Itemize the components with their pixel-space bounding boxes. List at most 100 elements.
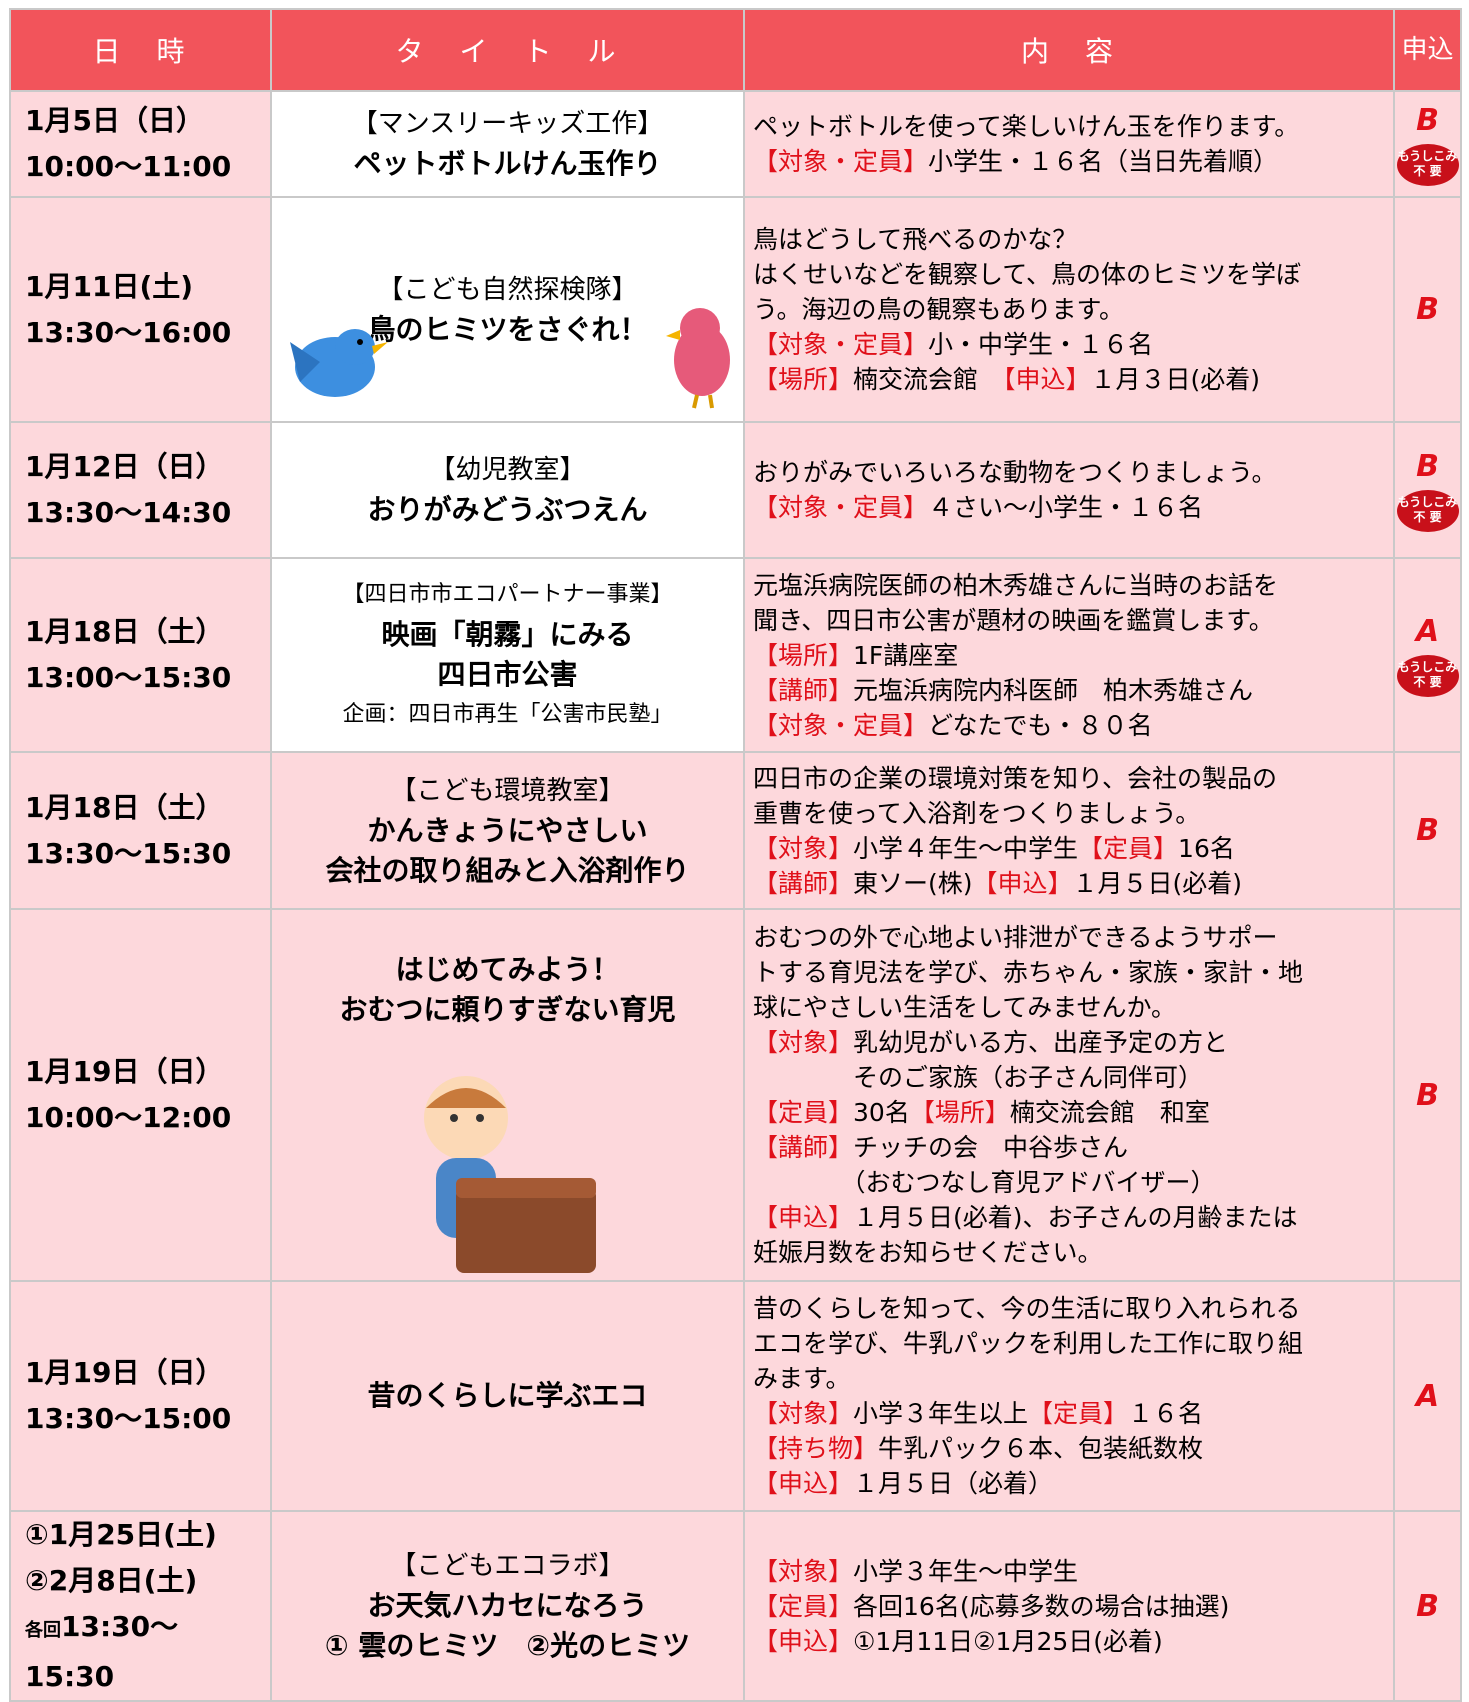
content-text: 小・中学生・１６名: [928, 330, 1154, 359]
content-line: 【対象】小学４年生〜中学生【定員】16名: [753, 831, 1385, 866]
header-cell: タ イ ト ル: [270, 8, 745, 92]
time-prefix: 各回: [25, 1620, 61, 1641]
title-label: 【四日市市エコパートナー事業】: [342, 582, 673, 607]
content-text: そのご家族（お子さん同伴可）: [753, 1063, 1204, 1092]
content-line: 【対象・定員】４さい〜小学生・１６名: [753, 490, 1385, 525]
title-line: おりがみどうぶつえん: [367, 493, 648, 526]
date-text: 10:00〜11:00: [25, 150, 232, 183]
content-text: １月５日(必着)、お子さんの月齢または: [853, 1203, 1298, 1232]
date-cell: 1月12日（日） 13:30〜14:30: [9, 421, 272, 559]
content-line: ペットボトルを使って楽しいけん玉を作ります。: [753, 109, 1385, 144]
content-text: 妊娠月数をお知らせください。: [753, 1238, 1103, 1267]
table-row: 1月18日（土） 13:00〜15:30 【四日市市エコパートナー事業】 映画「朝霧」…: [9, 557, 1462, 753]
content-label: 【定員】: [1028, 1399, 1129, 1428]
content-line: 鳥はどうして飛べるのかな？: [753, 222, 1385, 257]
title-line: ① 雲のヒミツ ②光のヒミツ: [324, 1629, 691, 1662]
header-cell: 申込: [1393, 8, 1462, 92]
content-line: 【申込】①1月11日②1月25日(必着): [753, 1624, 1385, 1659]
content-text: 1F講座室: [853, 640, 959, 670]
content-text: 16名: [1178, 833, 1235, 863]
content-line: おむつの外で心地よい排泄ができるようサポー: [753, 920, 1385, 955]
content-text: １６名: [1128, 1399, 1204, 1428]
header-row: 日 時 タ イ ト ル 内 容 申込: [9, 8, 1462, 92]
date-cell: 1月5日（日） 10:00〜11:00: [9, 90, 272, 198]
title-line: 映画「朝霧」にみる: [381, 618, 634, 651]
date-cell: 1月18日（土） 13:30〜15:30: [9, 751, 272, 910]
content-line: （おむつなし育児アドバイザー）: [753, 1165, 1385, 1200]
date-text: 13:00〜15:30: [25, 661, 232, 694]
content-line: 昔のくらしを知って、今の生活に取り入れられる: [753, 1291, 1385, 1326]
apply-cell: B: [1393, 908, 1462, 1282]
content-text: 聞き、四日市公害が題材の映画を鑑賞します。: [753, 605, 1274, 635]
date-line: 各回13:30〜15:30: [25, 1604, 262, 1699]
title-label: 【こども環境教室】: [390, 775, 625, 806]
title-cell: 【マンスリーキッズ工作】 ペットボトルけん玉作り: [270, 90, 745, 198]
content-line: 妊娠月数をお知らせください。: [753, 1235, 1385, 1270]
apply-type: B: [1416, 1588, 1439, 1624]
date-text: 1月5日（日）: [25, 104, 204, 137]
content-line: 球にやさしい生活をしてみませんか。: [753, 990, 1385, 1025]
content-line: 【定員】30名【場所】楠交流会館 和室: [753, 1095, 1385, 1130]
table-row: ①1月25日(土) ②2月8日(土) 各回13:30〜15:30 【こどもエコラボ】お…: [9, 1510, 1462, 1702]
content-line: 【対象・定員】どなたでも・８０名: [753, 708, 1385, 743]
date-line: ①1月25日(土): [25, 1513, 262, 1558]
content-cell: おりがみでいろいろな動物をつくりましょう。【対象・定員】４さい〜小学生・１６名: [743, 421, 1395, 559]
content-text: トする育児法を学び、赤ちゃん・家族・家計・地: [753, 958, 1304, 987]
badge-text: もうしこみ: [1397, 494, 1458, 509]
content-text: 各回16名(応募多数の場合は抽選): [853, 1591, 1230, 1621]
header-cell: 日 時: [9, 8, 272, 92]
title-note: 企画：四日市再生「公害市民塾」: [342, 702, 673, 727]
content-text: 小学生・１６名（当日先着順）: [928, 147, 1279, 176]
content-label: 【申込】: [972, 868, 1073, 898]
date-text: 10:00〜12:00: [25, 1101, 232, 1134]
content-cell: 【対象】小学３年生〜中学生 【定員】各回16名(応募多数の場合は抽選) 【申込】①1…: [743, 1510, 1395, 1702]
content-label: 【対象】: [753, 833, 854, 863]
content-text: みます。: [753, 1364, 851, 1393]
title-label: 【マンスリーキッズ工作】: [351, 109, 664, 139]
content-text: おりがみでいろいろな動物をつくりましょう。: [753, 458, 1277, 487]
content-line: トする育児法を学び、赤ちゃん・家族・家計・地: [753, 955, 1385, 990]
content-line: 【対象・定員】小・中学生・１６名: [753, 327, 1385, 362]
date-text: 1月18日（土）: [25, 790, 224, 824]
apply-type: B: [1416, 1077, 1439, 1113]
content-label: 【場所】: [909, 1098, 1010, 1127]
content-text: 小学４年生〜中学生: [853, 833, 1079, 863]
content-label: 【定員】: [753, 1591, 854, 1621]
content-text: チッチの会 中谷歩さん: [853, 1133, 1129, 1162]
badge-text: もうしこみ: [1397, 148, 1458, 163]
content-cell: 鳥はどうして飛べるのかな？ はくせいなどを観察して、鳥の体のヒミツを学ぼ う。海辺の…: [743, 196, 1395, 423]
content-cell: 昔のくらしを知って、今の生活に取り入れられる エコを学び、牛乳パックを利用した工作…: [743, 1280, 1395, 1512]
content-text: 小学３年生〜中学生: [853, 1556, 1079, 1586]
date-line: 1月18日（土）: [25, 785, 262, 831]
content-text: １月３日(必着): [1090, 365, 1261, 394]
content-label: 【定員】: [1078, 833, 1179, 863]
title-line: お天気ハカセになろう: [367, 1589, 648, 1622]
apply-type: B: [1416, 813, 1439, 848]
content-label: 【場所】: [753, 365, 854, 394]
schedule-table: 日 時 タ イ ト ル 内 容 申込 1月5日（日） 10:00〜11:00 【マン…: [9, 8, 1462, 1702]
content-label: 【対象・定員】: [753, 710, 929, 740]
title-line: 鳥のヒミツをさぐれ！: [367, 312, 648, 346]
date-line: 13:30〜15:30: [25, 831, 262, 877]
content-text: 東ソー(株): [853, 868, 973, 898]
apply-cell: A もうしこみ不 要: [1393, 557, 1462, 753]
content-line: 【講師】東ソー(株)【申込】１月５日(必着): [753, 866, 1385, 901]
content-line: 【講師】チッチの会 中谷歩さん: [753, 1130, 1385, 1165]
apply-cell: B もうしこみ不 要: [1393, 90, 1462, 198]
date-line: 13:00〜15:30: [25, 655, 262, 701]
badge-text: 不 要: [1413, 509, 1442, 524]
pink-bird-illustration: [666, 308, 730, 409]
content-text: ①1月11日②1月25日(必着): [853, 1626, 1163, 1656]
content-label: 【講師】: [753, 675, 854, 705]
content-line: 聞き、四日市公害が題材の映画を鑑賞します。: [753, 603, 1385, 638]
apply-type: A: [1415, 1378, 1440, 1414]
content-label: 【講師】: [753, 1133, 854, 1162]
content-line: 【場所】1F講座室: [753, 638, 1385, 673]
apply-cell: B: [1393, 196, 1462, 423]
title-line: 昔のくらしに学ぶエコ: [367, 1379, 648, 1412]
content-line: エコを学び、牛乳パックを利用した工作に取り組: [753, 1326, 1385, 1361]
content-text: ４さい〜小学生・１６名: [928, 493, 1204, 522]
badge-text: もうしこみ: [1397, 659, 1458, 674]
content-cell: 四日市の企業の環境対策を知り、会社の製品の 重曹を使って入浴剤をつくりましょう。【…: [743, 751, 1395, 910]
content-label: 【持ち物】: [753, 1434, 879, 1463]
